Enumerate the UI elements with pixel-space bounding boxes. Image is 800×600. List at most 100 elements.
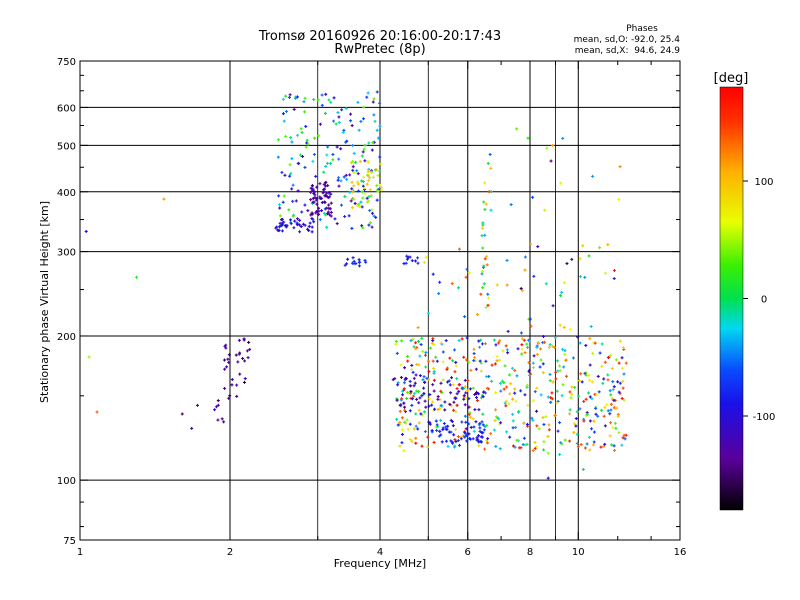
data-point xyxy=(361,117,365,121)
data-point xyxy=(593,341,597,345)
data-point xyxy=(609,408,613,412)
data-point xyxy=(308,221,312,225)
data-point xyxy=(525,342,529,346)
data-point xyxy=(472,352,476,356)
data-point xyxy=(478,359,482,363)
data-point xyxy=(453,428,457,432)
data-point xyxy=(305,138,309,142)
data-point xyxy=(423,430,427,434)
data-point xyxy=(424,255,428,259)
data-point xyxy=(370,225,374,229)
data-point xyxy=(505,348,509,352)
data-point xyxy=(361,150,365,154)
data-point xyxy=(310,225,314,229)
data-point xyxy=(413,391,417,395)
data-point xyxy=(541,334,545,338)
data-point xyxy=(581,467,585,471)
data-point xyxy=(622,398,626,402)
data-point xyxy=(439,418,443,422)
data-point xyxy=(441,426,445,430)
data-point xyxy=(318,122,322,126)
data-point xyxy=(474,420,478,424)
data-point xyxy=(494,408,498,412)
data-point xyxy=(505,385,509,389)
data-point xyxy=(481,223,485,227)
data-point xyxy=(410,259,414,263)
data-point xyxy=(276,138,280,142)
data-point xyxy=(413,259,417,263)
data-point xyxy=(243,359,247,363)
data-point xyxy=(311,212,315,216)
data-point xyxy=(529,324,533,328)
data-point xyxy=(456,286,460,290)
data-point xyxy=(223,344,227,348)
data-point xyxy=(504,399,508,403)
data-point xyxy=(548,372,552,376)
data-point xyxy=(376,174,380,178)
colorbar-gradient xyxy=(719,86,744,511)
data-point xyxy=(574,417,578,421)
data-point xyxy=(603,442,607,446)
data-point xyxy=(451,424,455,428)
data-point xyxy=(375,90,379,94)
data-point xyxy=(322,170,326,174)
data-point xyxy=(559,181,563,185)
data-point xyxy=(422,410,426,414)
data-point xyxy=(320,209,324,213)
data-point xyxy=(543,208,547,212)
data-point xyxy=(281,97,285,101)
data-point xyxy=(525,383,529,387)
data-point xyxy=(505,258,509,262)
data-point xyxy=(406,255,410,259)
data-point xyxy=(323,111,327,115)
data-point xyxy=(301,154,305,158)
data-point xyxy=(312,220,316,224)
data-point xyxy=(538,347,542,351)
data-point xyxy=(402,262,406,266)
data-point xyxy=(479,440,483,444)
data-point xyxy=(463,431,467,435)
data-point xyxy=(516,347,520,351)
data-point xyxy=(564,358,568,362)
data-point xyxy=(484,202,488,206)
colorbar-tick-label: 100 xyxy=(754,177,773,188)
data-point xyxy=(503,364,507,368)
data-point xyxy=(467,271,471,275)
data-point xyxy=(430,429,434,432)
data-point xyxy=(603,424,607,428)
data-point xyxy=(605,403,609,407)
data-point xyxy=(427,404,431,408)
data-point xyxy=(594,406,598,410)
data-point xyxy=(235,383,239,387)
data-point xyxy=(449,439,453,443)
data-point xyxy=(432,440,436,444)
data-point xyxy=(230,378,234,382)
data-point xyxy=(135,275,139,279)
data-point xyxy=(486,303,490,307)
data-point xyxy=(508,435,512,439)
data-point xyxy=(485,423,489,427)
data-point xyxy=(622,372,626,376)
data-point xyxy=(426,359,430,363)
data-point xyxy=(612,385,616,389)
data-point xyxy=(490,363,494,367)
data-point xyxy=(521,443,525,447)
data-point xyxy=(519,331,523,335)
data-point xyxy=(568,412,572,416)
data-point xyxy=(515,374,519,378)
data-point xyxy=(325,191,329,195)
data-point xyxy=(620,396,624,400)
data-point xyxy=(224,346,228,350)
data-point xyxy=(621,366,625,370)
data-point xyxy=(439,341,443,345)
data-point xyxy=(441,360,445,364)
data-point xyxy=(317,206,321,210)
data-point xyxy=(228,394,232,398)
data-point xyxy=(585,412,589,416)
data-point xyxy=(439,381,443,385)
data-point xyxy=(298,230,302,234)
data-point xyxy=(544,415,548,419)
data-point xyxy=(531,399,535,403)
data-point xyxy=(561,347,565,351)
data-point xyxy=(474,367,478,371)
